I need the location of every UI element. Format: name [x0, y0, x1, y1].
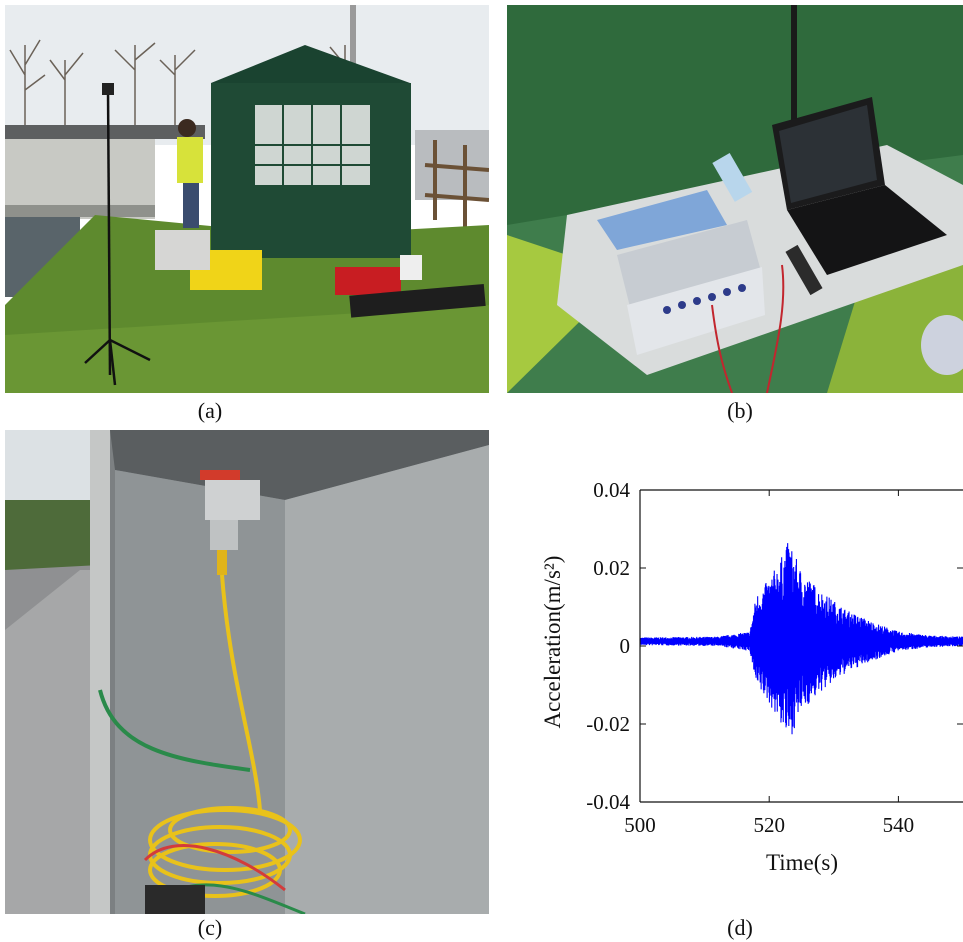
y-tick-label: 0: [620, 634, 631, 658]
caption-d: (d): [727, 915, 753, 940]
y-tick-label: 0.02: [593, 556, 630, 580]
y-axis-label: Acceleration(m/s²): [540, 556, 565, 729]
caption-a: (a): [197, 398, 223, 423]
acceleration-series-line: [639, 543, 963, 735]
photo-data-acquisition: [507, 5, 963, 393]
acceleration-chart: Acceleration(m/s²) Time(s) 0.04 0.02 0 -0.0…: [530, 470, 963, 890]
photo-field-setup-image: [5, 5, 489, 393]
x-axis-label: Time(s): [766, 850, 838, 875]
photo-data-acquisition-image: [507, 5, 963, 393]
y-tick-label: 0.04: [593, 478, 630, 502]
y-tick-label: -0.02: [586, 712, 630, 736]
x-tick-label: 500: [624, 813, 656, 837]
photo-sensor-mount: [5, 430, 489, 914]
caption-c: (c): [197, 915, 223, 940]
photo-field-setup: [5, 5, 489, 393]
acceleration-chart-svg: Acceleration(m/s²) Time(s) 0.04 0.02 0 -0.0…: [540, 478, 963, 875]
x-tick-label: 520: [753, 813, 785, 837]
x-tick-label: 540: [883, 813, 915, 837]
caption-b: (b): [727, 398, 753, 423]
y-tick-label: -0.04: [586, 790, 630, 814]
photo-sensor-mount-image: [5, 430, 489, 914]
